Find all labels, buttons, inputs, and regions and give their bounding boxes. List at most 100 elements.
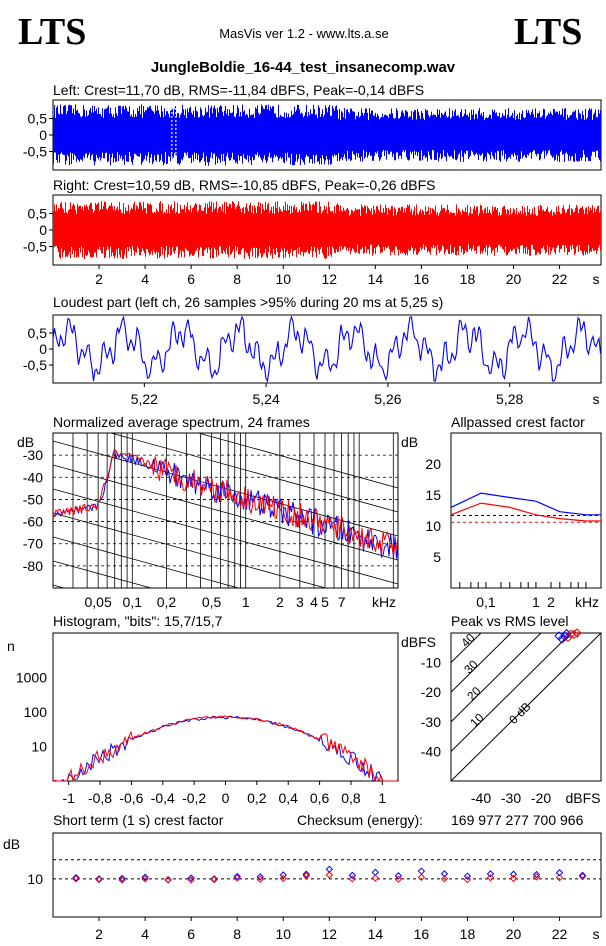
crest-title: Allpassed crest factor — [451, 414, 585, 430]
spectrum-ytick-0: -30 — [23, 447, 43, 463]
spectrum-plot-frame — [52, 432, 399, 589]
stc-point-1-21 — [555, 873, 564, 882]
pvr-xtick-0: -40 — [471, 790, 491, 806]
stc-point-0-3 — [141, 873, 149, 881]
spectrum-xtick-8: 5 — [321, 594, 329, 610]
stc-point-1-0 — [72, 875, 80, 883]
spectrum-right-curve — [53, 448, 398, 557]
crest-xtick-2: 2 — [547, 594, 555, 610]
pvr-diag-label-2: 20 — [464, 684, 484, 704]
crest-plot-frame — [450, 432, 602, 589]
stc-point-1-11 — [325, 871, 334, 879]
stc-xtick-8: 18 — [460, 926, 476, 942]
crest-ylabel: dB — [401, 434, 418, 450]
spectrum-ytick-5: -80 — [23, 558, 43, 574]
pvr-diagonal-2 — [451, 633, 542, 723]
stc-point-1-13 — [371, 874, 380, 882]
stc-point-1-5 — [187, 876, 195, 884]
histogram-xtick-9: 0,8 — [341, 790, 361, 806]
stc-point-1-1 — [95, 875, 103, 884]
stc-point-1-3 — [141, 875, 149, 883]
histogram-ytick-2: 10 — [31, 739, 47, 755]
stc-title: Short term (1 s) crest factor — [53, 812, 224, 828]
stc-xtick-5: 12 — [322, 926, 338, 942]
stc-point-1-18 — [486, 873, 495, 882]
pvr-xunit: dBFS — [565, 790, 600, 806]
pvr-point-6 — [561, 628, 572, 639]
pvr-xtick-2: -20 — [531, 790, 551, 806]
pvr-title: Peak vs RMS level — [451, 613, 568, 629]
right-xunit: s — [593, 271, 600, 287]
stc-point-1-8 — [256, 875, 264, 883]
histogram-left-curve — [53, 715, 397, 782]
right-xtick-4: 10 — [275, 271, 291, 287]
right-xtick-5: 12 — [322, 271, 338, 287]
stc-point-0-14 — [394, 872, 403, 880]
checksum-label: Checksum (energy): — [297, 812, 423, 828]
crest-xtick-0: 0,1 — [476, 594, 496, 610]
crest-ytick-2: 10 — [425, 518, 441, 534]
right-ytick-0: 0,5 — [28, 206, 48, 222]
pvr-ytick-2: -30 — [421, 714, 441, 730]
stc-point-0-0 — [72, 873, 80, 882]
spectrum-xtick-7: 4 — [310, 594, 318, 610]
loudest-xtick-1: 5,24 — [252, 391, 279, 407]
spectrum-slope-10 — [53, 633, 398, 728]
spectrum-xtick-4: 1 — [242, 594, 250, 610]
spectrum-xtick-6: 3 — [296, 594, 304, 610]
crest-ytick-0: 20 — [425, 456, 441, 472]
histogram-xtick-2: -0,6 — [119, 790, 143, 806]
spectrum-slope-0 — [196, 433, 398, 489]
histogram-xtick-5: 0 — [222, 790, 230, 806]
loudest-ytick-2: -0,5 — [23, 357, 47, 373]
histogram-xtick-4: -0,2 — [182, 790, 206, 806]
stc-ylabel: dB — [3, 836, 20, 852]
crest-ytick-1: 15 — [425, 487, 441, 503]
crest-xtick-1: 1 — [532, 594, 540, 610]
stc-xtick-1: 4 — [141, 926, 149, 942]
stc-point-1-19 — [509, 874, 518, 883]
spectrum-ytick-4: -70 — [23, 536, 43, 552]
stc-xtick-10: 22 — [552, 926, 568, 942]
pvr-diag-label-1: 30 — [461, 657, 481, 677]
stc-point-0-16 — [440, 870, 449, 878]
left-ytick-0: 0,5 — [28, 111, 48, 127]
loudest-plot-frame — [52, 314, 602, 384]
right-xtick-2: 6 — [187, 271, 195, 287]
stc-point-1-22 — [578, 872, 587, 881]
spectrum-ytick-1: -40 — [23, 469, 43, 485]
stc-point-1-20 — [532, 873, 541, 881]
logo-left: LTS — [18, 11, 86, 53]
left-ytick-2: -0,5 — [23, 144, 47, 160]
histogram-ylabel: n — [7, 638, 15, 654]
stc-point-1-15 — [417, 873, 426, 881]
stc-point-0-7 — [233, 872, 241, 881]
crest-series-0 — [450, 492, 601, 516]
spectrum-slope-4 — [53, 488, 398, 585]
histogram-xtick-10: 1 — [378, 790, 386, 806]
spectrum-ylabel: dB — [17, 434, 34, 450]
stc-xtick-7: 16 — [414, 926, 430, 942]
histogram-title: Histogram, "bits": 15,7/15,7 — [53, 613, 223, 629]
stc-point-1-4 — [164, 876, 172, 884]
stc-point-0-1 — [95, 875, 103, 883]
spectrum-ytick-2: -50 — [23, 491, 43, 507]
spectrum-title: Normalized average spectrum, 24 frames — [53, 414, 310, 430]
histogram-ytick-1: 100 — [24, 704, 48, 720]
stc-point-0-19 — [509, 870, 518, 878]
stc-point-1-16 — [440, 875, 449, 883]
histogram-plot-frame — [52, 632, 399, 782]
stc-point-0-17 — [463, 872, 472, 880]
pvr-point-0 — [572, 628, 582, 638]
pvr-point-1 — [569, 629, 579, 640]
stc-point-1-10 — [302, 872, 310, 880]
spectrum-slope-3 — [53, 464, 398, 561]
histogram-xtick-3: -0,4 — [151, 790, 175, 806]
right-xtick-1: 4 — [141, 271, 149, 287]
right-ytick-1: 0 — [39, 222, 47, 238]
histogram-xtick-0: -1 — [62, 790, 75, 806]
stc-xtick-6: 14 — [368, 926, 384, 942]
stc-point-0-21 — [555, 869, 564, 877]
left-waveform — [53, 104, 601, 166]
